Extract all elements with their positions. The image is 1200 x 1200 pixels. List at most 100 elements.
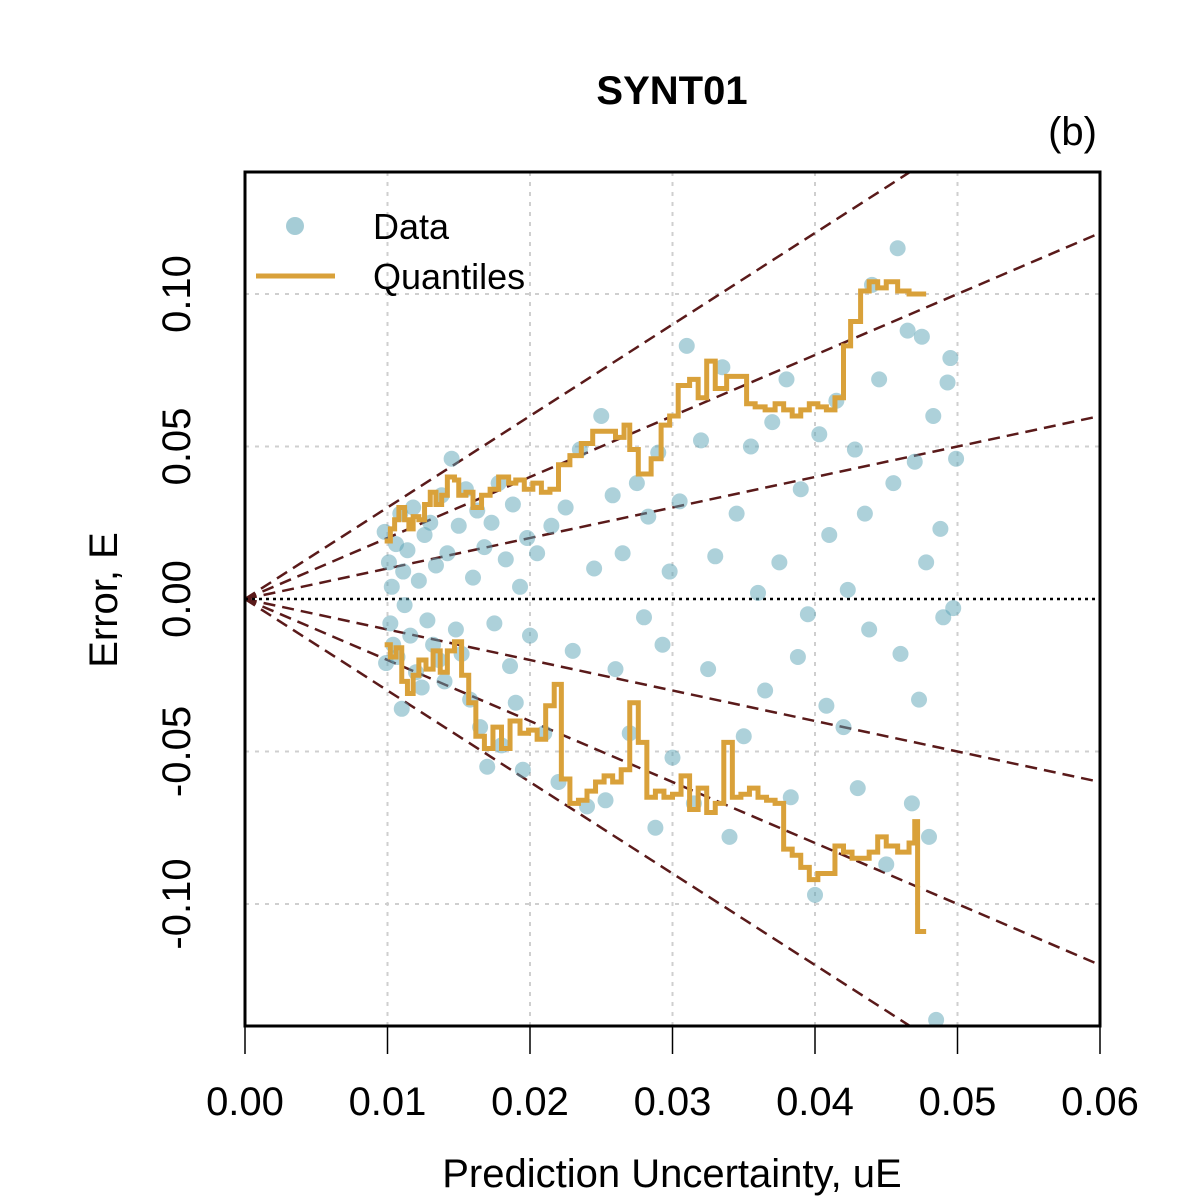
data-point [382,615,399,632]
data-point [939,374,956,391]
data-point [899,322,916,339]
data-point [889,240,906,257]
data-point [728,505,745,522]
data-point [427,557,444,574]
data-point [604,487,621,504]
data-point [586,560,603,577]
x-tick-label: 0.05 [919,1080,997,1124]
x-tick-label: 0.04 [776,1080,854,1124]
data-point [419,612,436,629]
data-point [892,645,909,662]
data-point [447,621,464,638]
data-point [519,530,536,546]
data-point [942,350,959,367]
data-point [911,691,928,708]
y-axis: -0.10 -0.05 0.00 0.05 0.10 [155,255,199,950]
data-point [742,438,759,455]
x-tick-label: 0.06 [1061,1080,1139,1124]
data-point [945,600,962,617]
data-point [707,548,724,565]
data-point [849,780,866,797]
legend: Data Quantiles [256,206,525,297]
data-point [714,359,731,376]
data-point [839,581,856,598]
data-point [504,496,521,513]
data-point [925,408,942,424]
data-point [522,627,538,644]
data-point [654,636,671,653]
data-point [483,514,500,531]
data-point [529,545,546,562]
data-point [476,539,493,556]
data-point [906,453,923,470]
data-point [871,371,888,388]
data-points [376,240,965,1026]
y-tick-label: -0.10 [155,858,199,949]
x-tick-label: 0.00 [206,1080,284,1124]
data-point [647,819,664,836]
data-point [486,615,503,632]
data-point [671,493,688,510]
data-point [396,597,413,614]
data-point [885,475,902,492]
data-point [811,426,828,443]
x-tick-label: 0.02 [491,1080,569,1124]
data-point [636,609,652,626]
y-tick-label: 0.05 [155,408,199,486]
data-point [778,371,795,388]
data-point [514,761,531,778]
data-point [818,697,835,714]
data-point [497,551,514,568]
legend-data-marker [286,217,304,235]
chart-title: SYNT01 [596,69,747,113]
data-point [395,563,412,580]
panel-label: (b) [1048,110,1097,154]
data-point [402,627,419,644]
data-point [393,700,410,717]
data-point [782,789,799,806]
data-point [607,661,624,678]
y-tick-label: -0.05 [155,706,199,797]
data-point [507,694,524,711]
data-point [918,554,935,571]
data-point [835,719,852,736]
data-point [543,517,560,534]
data-point [664,749,681,766]
y-tick-label: 0.00 [155,560,199,638]
data-point [416,526,433,543]
data-point [921,828,937,845]
x-axis: 0.00 0.01 0.02 0.03 0.04 0.05 0.06 [206,1026,1139,1124]
data-point [479,758,496,775]
z-line [245,414,1100,601]
data-point [383,578,400,595]
quantile-lower-line [384,639,927,934]
data-point [807,886,823,903]
quantile-lines [384,279,927,934]
data-point [550,774,567,790]
data-point [789,648,806,665]
y-tick-label: 0.10 [155,255,199,333]
data-point [678,337,695,354]
data-point [693,432,709,449]
data-point [764,414,781,431]
data-point [597,792,614,809]
data-point [771,554,788,571]
data-point [399,542,416,559]
x-tick-label: 0.01 [349,1080,427,1124]
data-point [564,642,581,659]
x-axis-label: Prediction Uncertainty, uE [442,1152,901,1196]
data-point [436,673,453,690]
data-point [846,441,863,458]
data-point [443,450,460,467]
data-point [557,499,574,516]
data-point [465,569,481,586]
data-point [439,545,456,562]
data-point [413,679,430,696]
data-point [640,508,657,525]
data-point [757,682,774,699]
data-point [821,526,838,543]
data-point [502,658,519,675]
data-point [903,795,920,812]
legend-quantiles-label: Quantiles [373,256,525,297]
